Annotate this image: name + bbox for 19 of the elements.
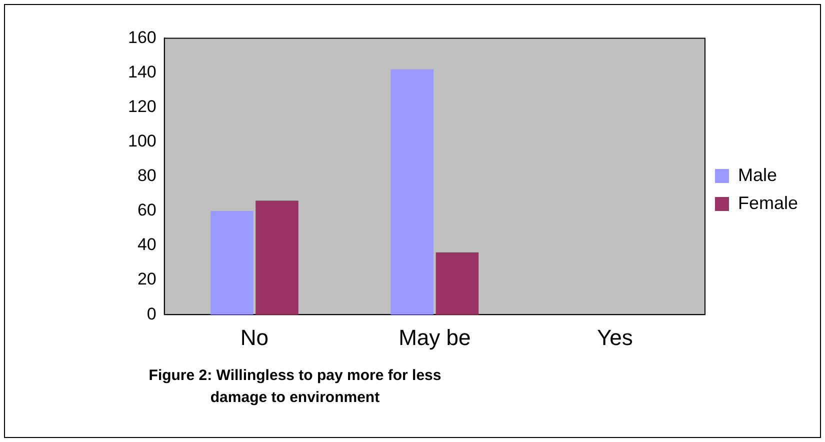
x-tick-label: No — [240, 324, 269, 350]
bar — [436, 252, 479, 315]
bar — [256, 200, 298, 315]
legend-label: Male — [738, 164, 777, 185]
x-tick-label: Yes — [596, 324, 633, 350]
y-tick-label: 160 — [128, 28, 156, 47]
y-tick-label: 0 — [146, 304, 156, 324]
y-tick-label: 40 — [137, 235, 156, 254]
y-tick-label: 80 — [137, 166, 156, 186]
text: Figure 2: Willingless to pay more for less damage to environment — [148, 366, 442, 408]
bar — [210, 210, 254, 315]
y-tick-label: 140 — [128, 62, 156, 82]
y-tick-label: 60 — [137, 200, 156, 220]
bar — [390, 69, 434, 315]
x-tick-label: May be — [398, 324, 471, 350]
legend-label: Female — [738, 192, 798, 213]
y-tick-label: 120 — [128, 96, 156, 116]
y-tick-label: 20 — [137, 270, 156, 289]
y-tick-label: 100 — [128, 132, 156, 151]
